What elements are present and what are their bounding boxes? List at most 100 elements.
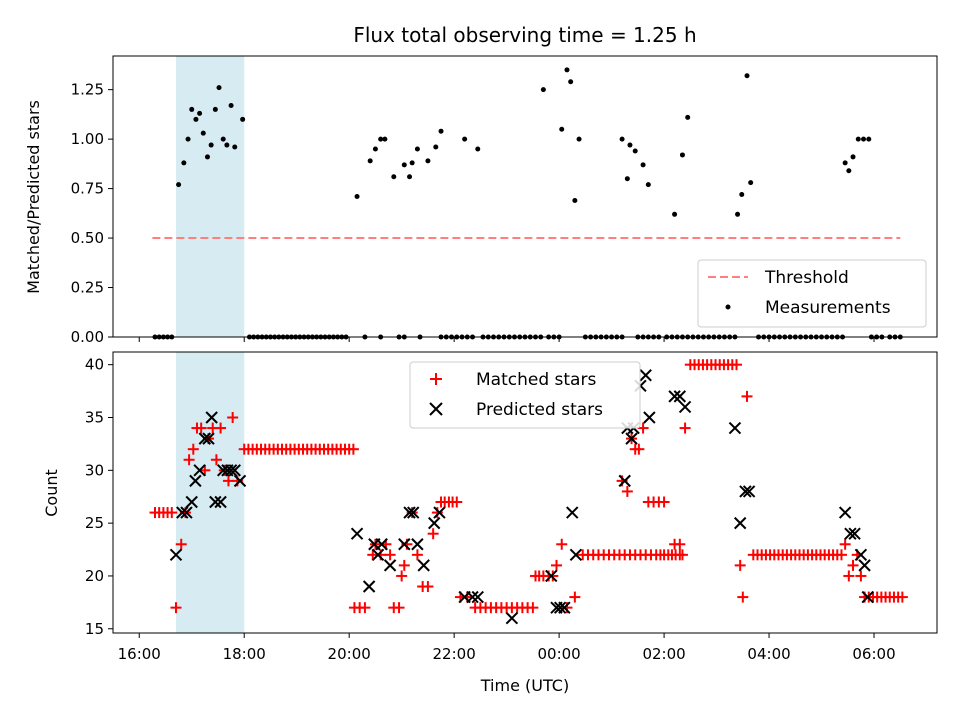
matched-star-point: [384, 549, 396, 561]
top-y-tick-label: 0.75: [71, 180, 104, 198]
measurement-point: [407, 174, 413, 180]
measurement-point: [378, 136, 384, 142]
x-tick-label: 16:00: [118, 645, 161, 663]
measurement-point: [739, 192, 745, 198]
legend-matched-label: Matched stars: [476, 370, 596, 390]
predicted-star-point: [553, 601, 567, 614]
legend-threshold-label: Threshold: [764, 268, 849, 288]
matched-star-point: [734, 559, 746, 571]
top-y-axis-label: Matched/Predicted stars: [24, 100, 43, 294]
bottom-x-ticks: 16:00 18:00 20:00 22:00 00:00 02:00 04:00 06:00: [118, 633, 896, 663]
predicted-star-point: [433, 506, 446, 519]
predicted-star-point: [350, 527, 364, 540]
top-legend: Threshold Measurements: [697, 259, 927, 328]
predicted-star-point: [403, 506, 416, 519]
predicted-star-point: [739, 485, 752, 498]
predicted-star-point: [618, 474, 631, 488]
x-tick-label: 20:00: [328, 645, 371, 663]
predicted-star-point: [673, 390, 687, 403]
predicted-star-point: [625, 432, 638, 445]
predicted-star-point: [193, 464, 206, 477]
predicted-star-point: [176, 506, 189, 519]
measurement-point: [189, 106, 195, 112]
measurement-point: [176, 182, 182, 188]
measurement-point: [627, 142, 633, 148]
predicted-star-point: [728, 421, 742, 435]
predicted-star-point: [838, 506, 852, 519]
predicted-star-point: [169, 548, 183, 562]
x-tick-label: 04:00: [747, 645, 790, 663]
predicted-star-point: [214, 495, 227, 509]
measurement-point: [576, 136, 582, 142]
matched-star-point: [215, 422, 227, 434]
predicted-star-point: [569, 548, 583, 562]
predicted-star-point: [398, 538, 411, 551]
measurement-point: [382, 136, 388, 142]
measurement-point: [200, 130, 206, 136]
top-legend-box: [697, 259, 927, 328]
predicted-star-point: [180, 506, 193, 519]
matched-star-point: [676, 549, 688, 561]
measurement-point: [232, 144, 238, 150]
predicted-star-point: [202, 432, 215, 445]
measurement-point: [212, 106, 218, 112]
matched-star-point: [451, 496, 463, 508]
predicted-star-point: [228, 464, 241, 477]
predicted-star-point: [375, 538, 388, 551]
predicted-star-point: [233, 474, 247, 488]
matched-star-point: [396, 570, 408, 582]
top-panel: 0.00 0.25 0.50 0.75 1.00 1.25 Flux total obse…: [24, 23, 938, 346]
matched-star-point: [411, 549, 423, 561]
measurement-point: [224, 142, 230, 148]
measurement-point: [735, 211, 741, 217]
predicted-star-point: [854, 548, 868, 562]
bottom-legend: Matched stars Predicted stars: [409, 361, 641, 429]
measurement-point: [564, 67, 570, 73]
predicted-star-point: [209, 495, 222, 509]
measurement-point: [204, 154, 210, 160]
predicted-star-point: [185, 495, 198, 509]
matched-star-point: [431, 507, 443, 519]
predicted-star-point: [505, 612, 519, 625]
matched-star-point: [170, 602, 182, 614]
bottom-y-tick-label: 30: [85, 461, 104, 479]
measurement-point: [846, 168, 852, 174]
matched-star-point: [547, 570, 559, 582]
predicted-star-point: [205, 411, 218, 424]
bottom-axes-frame: [112, 351, 938, 634]
x-tick-label: 22:00: [433, 645, 476, 663]
measurement-point: [850, 154, 856, 160]
matched-star-point: [210, 454, 222, 466]
bottom-y-tick-label: 35: [85, 408, 104, 426]
matched-star-point: [195, 422, 207, 434]
matched-star-point: [621, 485, 633, 497]
measurement-point: [685, 114, 691, 120]
x-tick-label: 06:00: [852, 645, 895, 663]
matched-star-point: [556, 538, 568, 550]
matched-star-point: [674, 538, 686, 550]
matched-star-point: [679, 422, 691, 434]
matched-star-point: [731, 359, 743, 371]
measurement-point: [401, 162, 407, 168]
measurement-point: [220, 136, 226, 142]
matched-star-point: [422, 581, 434, 593]
measurement-point: [679, 152, 685, 158]
predicted-star-point: [545, 569, 558, 583]
matched-star-point: [658, 496, 670, 508]
predicted-star-point: [466, 590, 479, 604]
measurement-point: [619, 136, 625, 142]
bottom-highlight-span: [175, 352, 245, 633]
measurement-point: [193, 116, 199, 122]
bottom-panel: 15 20 25 30 35 40 16:00 18:00 20:00 22:00 00:00 02…: [42, 351, 938, 695]
matched-star-point: [835, 549, 847, 561]
predicted-star-point: [678, 400, 692, 414]
matched-star-point: [183, 454, 195, 466]
predicted-star-point: [858, 559, 871, 572]
measurement-point: [640, 162, 646, 168]
bottom-legend-box: [409, 361, 641, 429]
matched-star-point: [633, 443, 645, 455]
predicted-star-point: [643, 411, 656, 424]
top-y-tick-label: 0.00: [71, 328, 104, 346]
measurement-point: [433, 144, 439, 150]
